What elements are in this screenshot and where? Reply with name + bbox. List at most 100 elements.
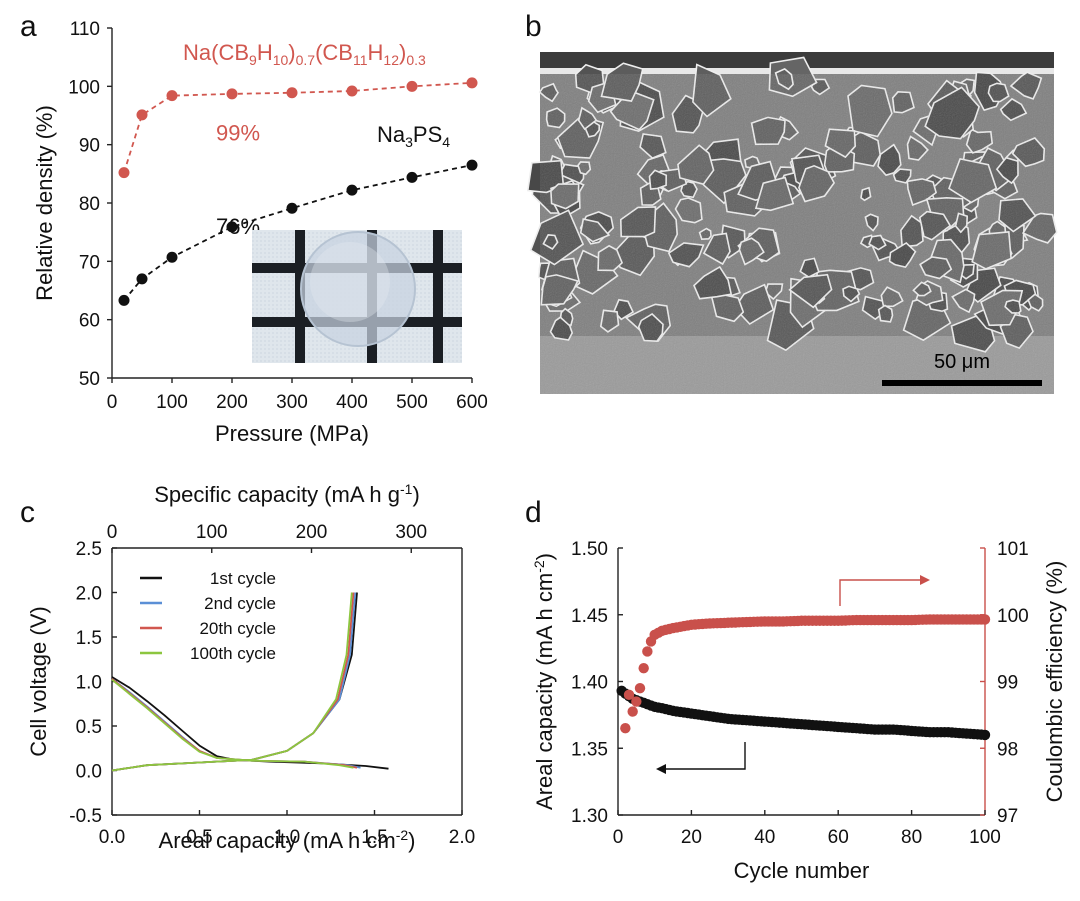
- data-point: [976, 614, 987, 625]
- y-tick-label: 2.0: [76, 584, 102, 605]
- x-tick-label: 600: [456, 392, 488, 413]
- data-point: [884, 724, 895, 735]
- y2-tick-label: 99: [997, 673, 1018, 694]
- data-point: [346, 184, 358, 196]
- y-tick-label: 110: [70, 19, 100, 40]
- data-point: [792, 615, 804, 627]
- y-tick-label: 60: [79, 311, 100, 332]
- y-tick-label: 0.5: [76, 717, 102, 738]
- data-point: [939, 614, 950, 625]
- data-point: [719, 617, 730, 629]
- y2-tick-label: 97: [997, 806, 1018, 827]
- data-point: [902, 614, 914, 626]
- data-point: [118, 294, 130, 306]
- y-tick-label: 1.45: [571, 606, 608, 627]
- y-tick-label: 0.0: [76, 762, 102, 783]
- data-point: [866, 724, 877, 735]
- x-tick-label: 1.5: [361, 827, 387, 848]
- data-point: [847, 615, 859, 626]
- scale-bar: [882, 380, 1042, 386]
- y2-tick-label: 100: [997, 606, 1029, 627]
- panel-d: d 1.30 1.35 1.40 1.45 1.50 97 98 99 100 101 0 20 40 6…: [525, 496, 1067, 883]
- scale-bar-label: 50 μm: [934, 351, 990, 373]
- data-point: [623, 689, 635, 701]
- panel-letter-c: c: [20, 496, 35, 529]
- y-tick-label: 1.30: [571, 806, 608, 827]
- annotation-label: 99%: [216, 121, 260, 146]
- x-tick-label: 0.0: [99, 827, 125, 848]
- x-tick-label: 200: [216, 392, 248, 413]
- data-point: [286, 87, 298, 99]
- y2-tick-label: 98: [997, 739, 1018, 760]
- x-axis-title: Areal capacity (mA h cm-2): [159, 827, 416, 853]
- panel-letter-d: d: [525, 496, 542, 529]
- x2-tick-label: 0: [107, 522, 118, 543]
- legend-label: 100th cycle: [190, 644, 276, 663]
- series-discharge-3: [111, 679, 354, 769]
- data-point: [226, 88, 238, 100]
- data-point: [642, 646, 653, 657]
- y-axis-title: Relative density (%): [32, 105, 57, 301]
- data-point: [810, 615, 822, 626]
- y-tick-label: 90: [79, 136, 100, 157]
- y-tick-label: -0.5: [69, 806, 102, 827]
- panel-letter-a: a: [20, 10, 37, 43]
- data-point: [406, 80, 418, 92]
- y-tick-label: 80: [79, 194, 100, 215]
- data-point: [829, 615, 840, 626]
- y-tick-label: 1.40: [571, 673, 608, 694]
- data-point: [921, 614, 932, 625]
- data-point: [118, 167, 130, 179]
- series-line-0: [123, 81, 473, 173]
- legend-label: 20th cycle: [199, 619, 276, 638]
- x-tick-label: 400: [336, 392, 368, 413]
- x-tick-label: 60: [828, 827, 849, 848]
- data-point: [737, 617, 748, 628]
- y-tick-label: 70: [79, 252, 100, 273]
- series-discharge-1: [111, 678, 361, 769]
- x-tick-label: 300: [276, 392, 308, 413]
- series-discharge-0: [111, 676, 389, 770]
- y-tick-label: 1.0: [76, 673, 102, 694]
- y-tick-label: 2.5: [76, 539, 102, 560]
- x-tick-label: 500: [396, 392, 428, 413]
- y-tick-label: 50: [79, 369, 100, 390]
- data-point: [406, 171, 418, 183]
- series-label-na3ps4: Na3PS4: [377, 122, 450, 150]
- y2-axis-title: Coulombic efficiency (%): [1042, 561, 1067, 803]
- data-point: [866, 614, 877, 626]
- data-point: [466, 159, 478, 171]
- y-tick-label: 1.35: [571, 739, 608, 760]
- x2-tick-label: 100: [196, 522, 228, 543]
- x-tick-label: 80: [901, 827, 922, 848]
- panel-a-inset-photo: [252, 230, 462, 363]
- x2-axis-title: Specific capacity (mA h g-1): [154, 481, 420, 507]
- y2-tick-label: 101: [997, 539, 1029, 560]
- data-point: [627, 706, 638, 717]
- data-point: [884, 614, 895, 626]
- data-point: [939, 727, 950, 738]
- data-point: [620, 723, 631, 734]
- series-charge-3: [111, 592, 353, 772]
- x-tick-label: 0: [107, 392, 118, 413]
- x-tick-label: 100: [156, 392, 188, 413]
- data-point: [957, 614, 969, 625]
- data-point: [466, 77, 478, 89]
- data-point: [700, 618, 712, 629]
- panel-b: b 50 μm: [525, 10, 1058, 394]
- data-point: [634, 682, 646, 694]
- x2-tick-label: 200: [296, 522, 328, 543]
- legend-label: 2nd cycle: [204, 594, 276, 613]
- y-axis-title: Areal capacity (mA h cm-2): [531, 553, 557, 810]
- data-point: [976, 729, 987, 740]
- panel-c: c -0.50.00.51.01.52.02.50.0 0.5 1.0 1.5 2.00…: [20, 481, 475, 853]
- x-tick-label: 1.0: [274, 827, 300, 848]
- data-point: [226, 221, 238, 233]
- data-point: [166, 90, 178, 102]
- data-point: [631, 696, 642, 707]
- panel-c-axes: -0.50.00.51.01.52.02.50.0 0.5 1.0 1.5 2.00 10…: [26, 481, 475, 853]
- x-tick-label: 20: [681, 827, 702, 848]
- data-point: [755, 616, 767, 627]
- series-label-na-cb: Na(CB9H10)0.7(CB11H12)0.3: [183, 40, 426, 68]
